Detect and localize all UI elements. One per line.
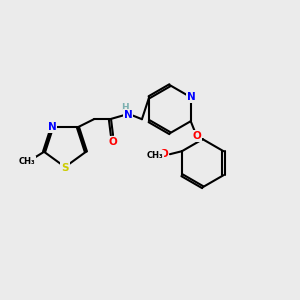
- Text: N: N: [124, 110, 132, 120]
- Text: H: H: [121, 103, 129, 112]
- Text: O: O: [192, 131, 201, 141]
- Text: O: O: [109, 137, 117, 147]
- Text: CH₃: CH₃: [147, 151, 163, 160]
- Text: N: N: [187, 92, 196, 102]
- Text: CH₃: CH₃: [19, 157, 35, 166]
- Text: S: S: [61, 163, 69, 173]
- Text: N: N: [48, 122, 56, 132]
- Text: O: O: [160, 149, 168, 159]
